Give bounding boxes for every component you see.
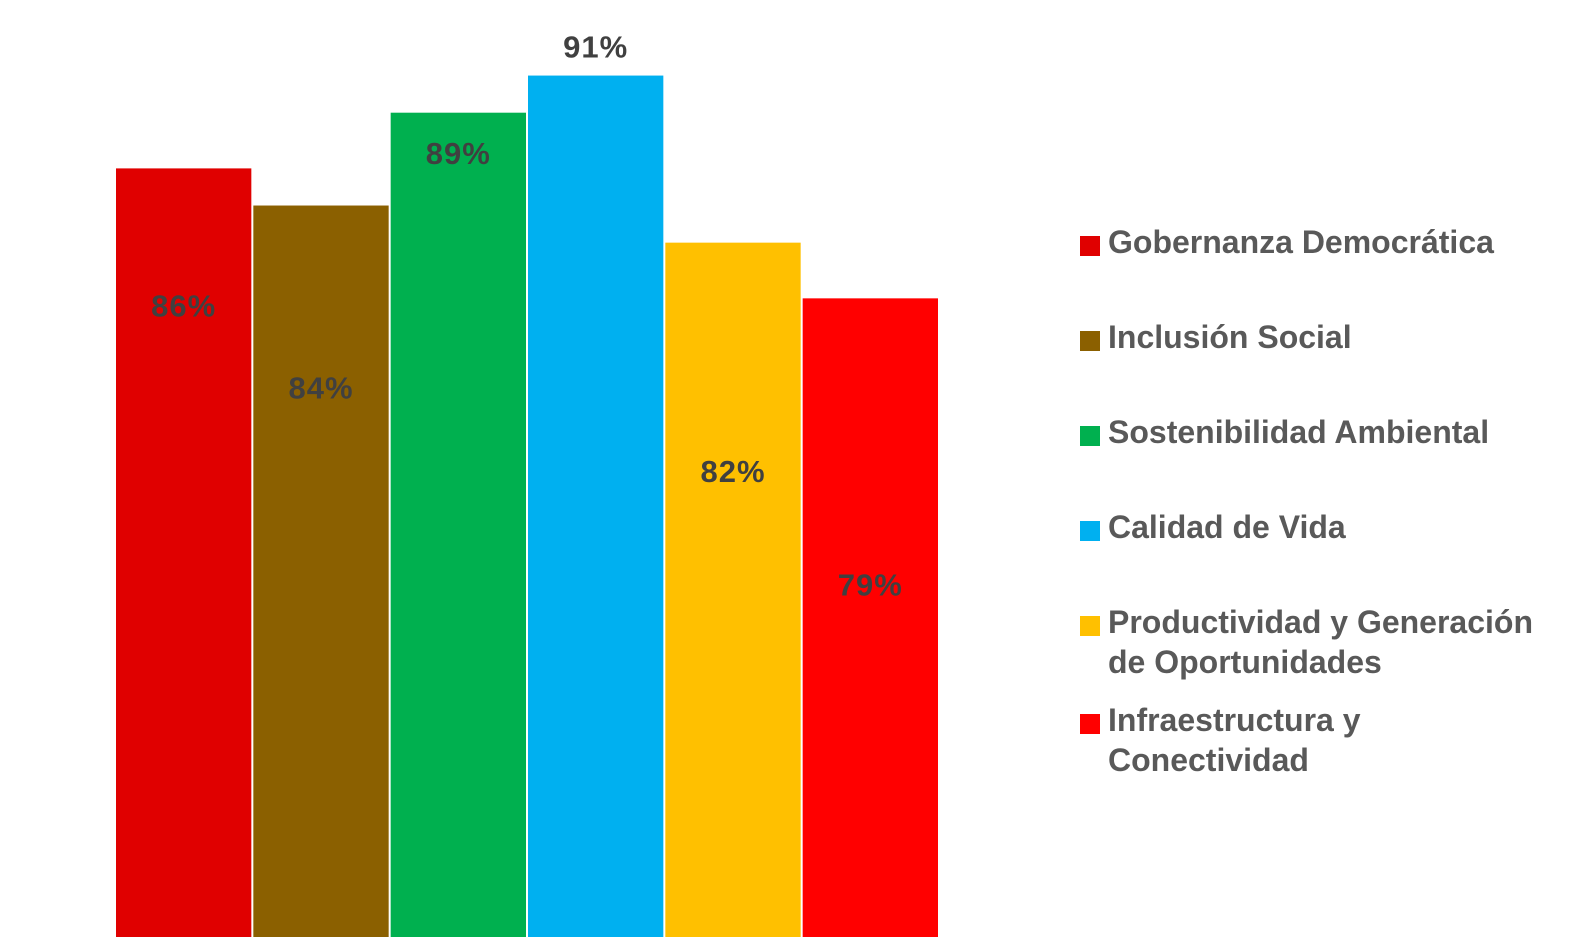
legend-label-productividad: Productividad y Generación de Oportunida… — [1108, 604, 1533, 680]
legend-swatch-infraestructura — [1080, 714, 1100, 734]
data-label-inclusion-social: 84% — [288, 370, 353, 405]
legend-item-inclusion-social: Inclusión Social — [1080, 317, 1578, 357]
bar-infraestructura-y-conectividad — [802, 298, 938, 937]
legend-swatch-sostenibilidad-ambiental — [1080, 426, 1100, 446]
data-label-calidad-de-vida: 91% — [563, 30, 628, 65]
data-label-sostenibilidad-ambiental: 89% — [426, 136, 491, 171]
legend-item-gobernanza-democratica: Gobernanza Democrática — [1080, 222, 1578, 262]
bar-gobernanza-democratica — [116, 168, 252, 938]
bar-productividad-y-generacion-de-oportunidades — [665, 242, 801, 938]
data-label-productividad-y-generacion-de-oportunidades: 82% — [700, 454, 765, 489]
legend-label-infraestructura: Infraestructura y Conectividad — [1108, 702, 1361, 778]
data-label-gobernanza-democratica: 86% — [151, 289, 216, 324]
legend-item-infraestructura: Infraestructura y Conectividad — [1080, 700, 1408, 780]
legend-item-sostenibilidad-ambiental: Sostenibilidad Ambiental — [1080, 412, 1578, 452]
bar-sostenibilidad-ambiental — [390, 112, 526, 937]
bar-inclusion-social — [253, 205, 389, 938]
legend-swatch-productividad — [1080, 616, 1100, 636]
bar-calidad-de-vida — [528, 75, 664, 937]
legend-swatch-inclusion-social — [1080, 331, 1100, 351]
legend-swatch-gobernanza-democratica — [1080, 236, 1100, 256]
legend-swatch-calidad-de-vida — [1080, 521, 1100, 541]
legend-label-inclusion-social: Inclusión Social — [1108, 319, 1352, 355]
data-label-infraestructura-y-conectividad: 79% — [838, 568, 903, 603]
legend-label-gobernanza-democratica: Gobernanza Democrática — [1108, 224, 1494, 260]
legend-item-calidad-de-vida: Calidad de Vida — [1080, 507, 1578, 547]
legend-item-productividad: Productividad y Generación de Oportunida… — [1080, 602, 1578, 682]
plot-area: 86% 84% 89% 91% 82% 79% — [116, 30, 938, 938]
legend-label-calidad-de-vida: Calidad de Vida — [1108, 509, 1346, 545]
legend-label-sostenibilidad-ambiental: Sostenibilidad Ambiental — [1108, 414, 1490, 450]
